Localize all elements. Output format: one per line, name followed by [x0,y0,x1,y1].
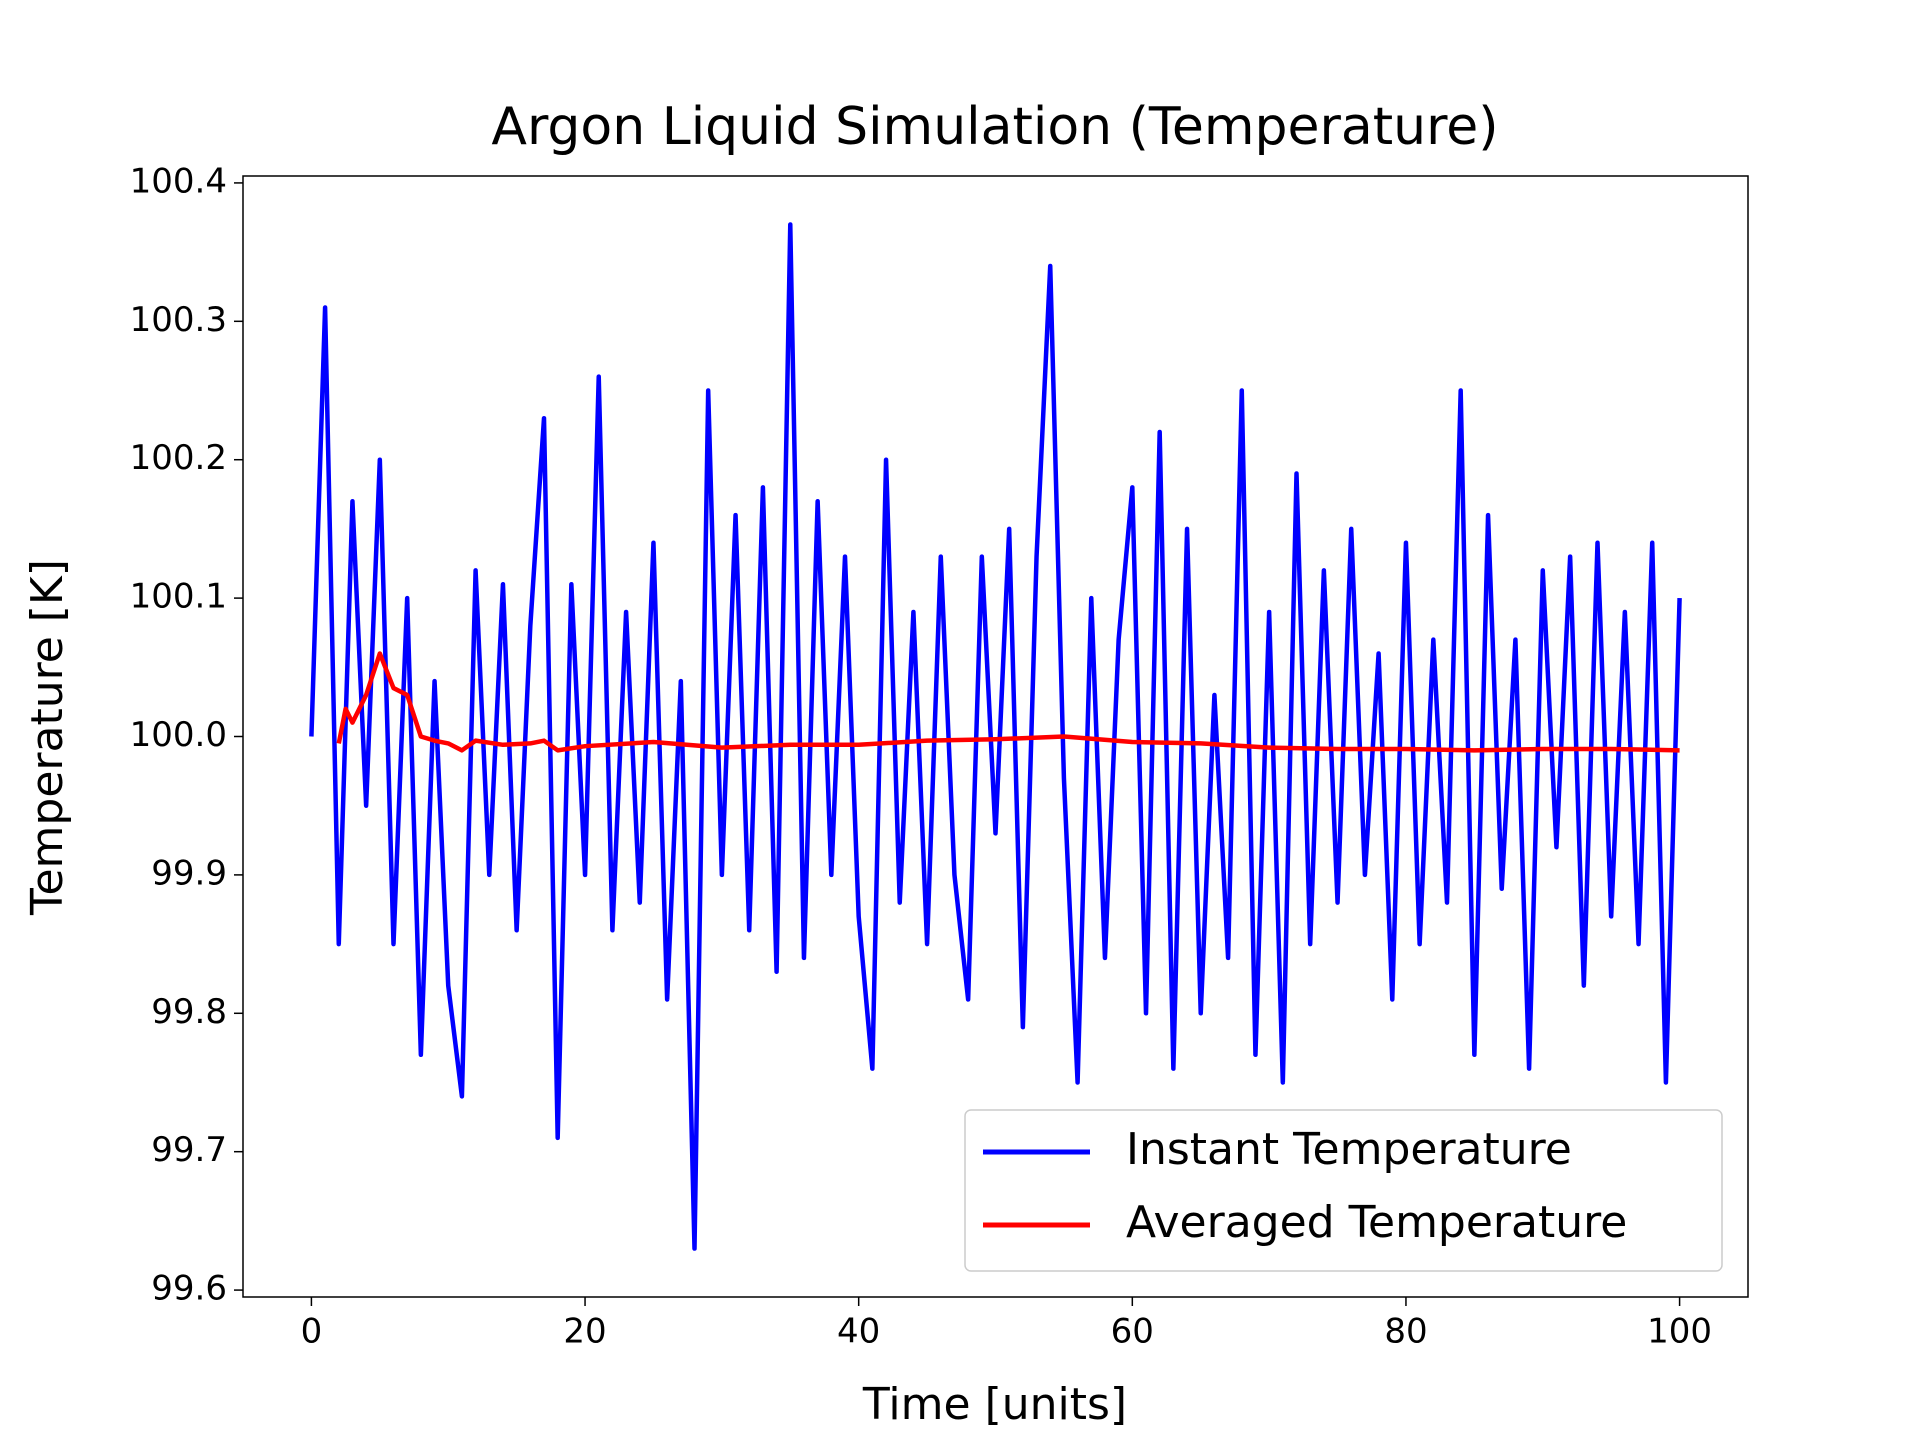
y-tick-label: 99.7 [151,1130,227,1170]
x-tick-label: 60 [1111,1312,1154,1352]
legend: Instant Temperature Averaged Temperature [964,1109,1723,1272]
y-tick-label: 99.6 [151,1269,227,1309]
x-tick-label: 20 [563,1312,606,1352]
legend-box [964,1109,1723,1272]
x-tick-label: 40 [837,1312,880,1352]
x-tick-label: 0 [301,1312,323,1352]
y-tick-label: 100.0 [130,715,227,755]
x-tick-label: 100 [1647,1312,1712,1352]
data-line [336,651,1680,753]
x-tick-label: 80 [1384,1312,1427,1352]
y-tick-label: 100.3 [130,300,227,340]
x-axis-label: Time [units] [862,1379,1127,1430]
chart-title: Argon Liquid Simulation (Temperature) [491,97,1498,157]
y-tick-label: 100.2 [130,438,227,478]
y-tick-label: 100.4 [130,161,227,201]
data-line [309,222,1682,1251]
y-axis-label: Temperature [K] [22,559,73,916]
legend-label: Instant Temperature [1126,1124,1572,1175]
y-tick-label: 99.8 [151,992,227,1032]
y-tick-label: 99.9 [151,853,227,893]
y-tick-label: 100.1 [130,577,227,617]
legend-label: Averaged Temperature [1126,1197,1627,1248]
plot-frame [242,175,1749,1298]
